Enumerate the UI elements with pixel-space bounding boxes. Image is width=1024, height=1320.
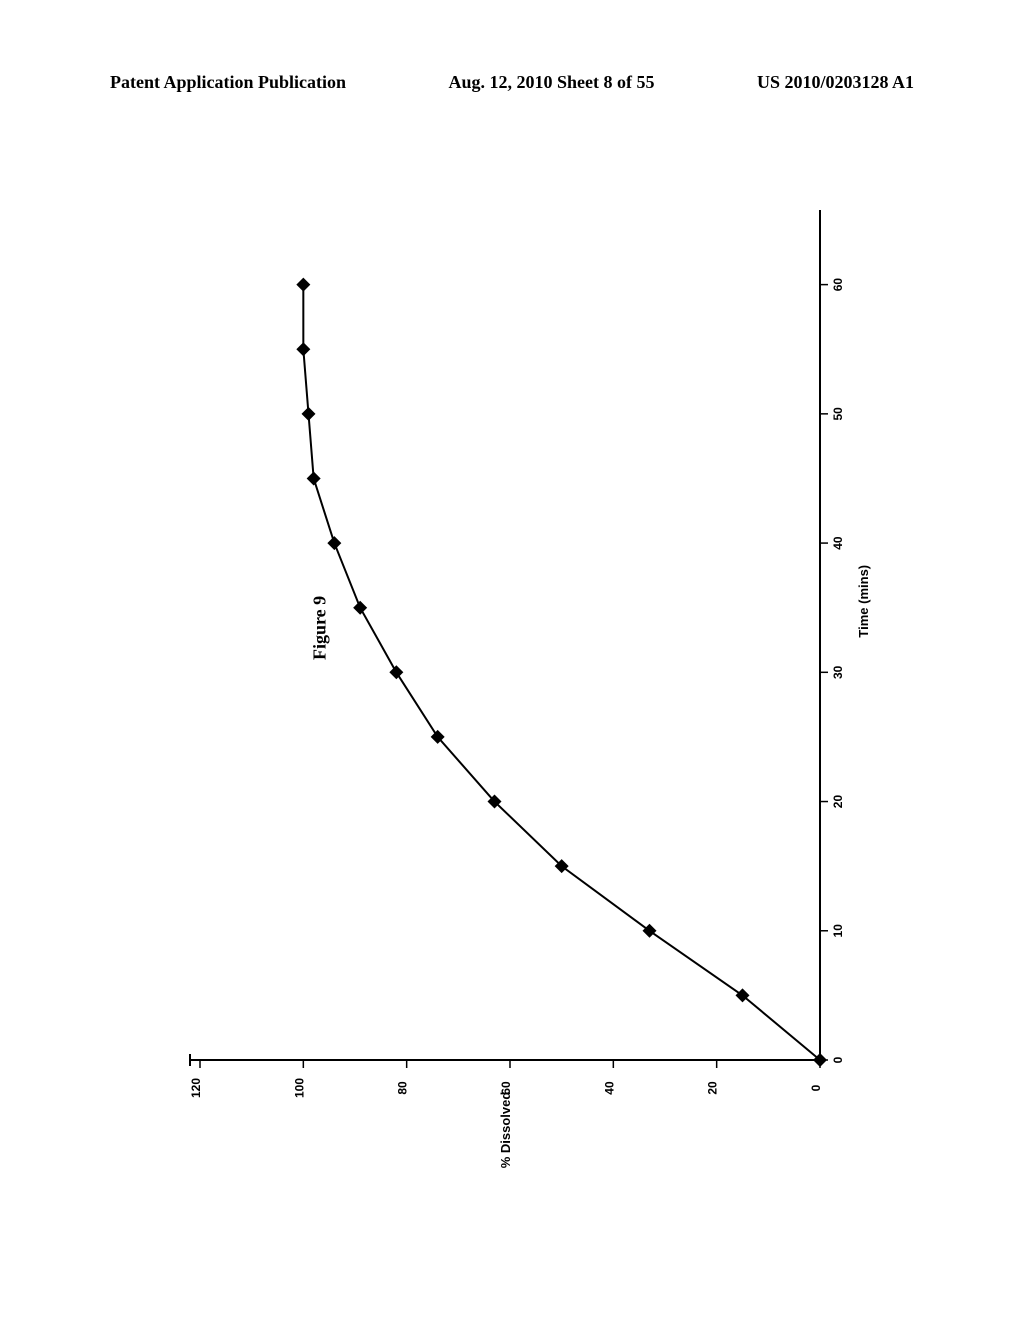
svg-text:80: 80 bbox=[396, 1081, 410, 1095]
page-header: Patent Application Publication Aug. 12, … bbox=[0, 72, 1024, 93]
svg-text:20: 20 bbox=[706, 1081, 720, 1095]
svg-text:40: 40 bbox=[831, 536, 845, 550]
header-left: Patent Application Publication bbox=[110, 72, 346, 93]
header-center: Aug. 12, 2010 Sheet 8 of 55 bbox=[449, 72, 655, 93]
svg-text:Time (mins): Time (mins) bbox=[856, 565, 871, 638]
svg-text:60: 60 bbox=[831, 278, 845, 292]
svg-text:100: 100 bbox=[292, 1078, 306, 1098]
svg-text:50: 50 bbox=[831, 407, 845, 421]
svg-text:10: 10 bbox=[831, 924, 845, 938]
svg-text:30: 30 bbox=[831, 665, 845, 679]
svg-text:20: 20 bbox=[831, 795, 845, 809]
svg-text:40: 40 bbox=[602, 1081, 616, 1095]
chart-svg: 0102030405060Time (mins)020406080100120%… bbox=[140, 180, 900, 1180]
svg-text:0: 0 bbox=[831, 1056, 845, 1063]
svg-text:120: 120 bbox=[189, 1078, 203, 1098]
svg-text:% Dissolved: % Dissolved bbox=[498, 1092, 513, 1169]
header-right: US 2010/0203128 A1 bbox=[757, 72, 914, 93]
dissolution-chart: 0102030405060Time (mins)020406080100120%… bbox=[140, 180, 900, 1180]
svg-text:0: 0 bbox=[809, 1084, 823, 1091]
